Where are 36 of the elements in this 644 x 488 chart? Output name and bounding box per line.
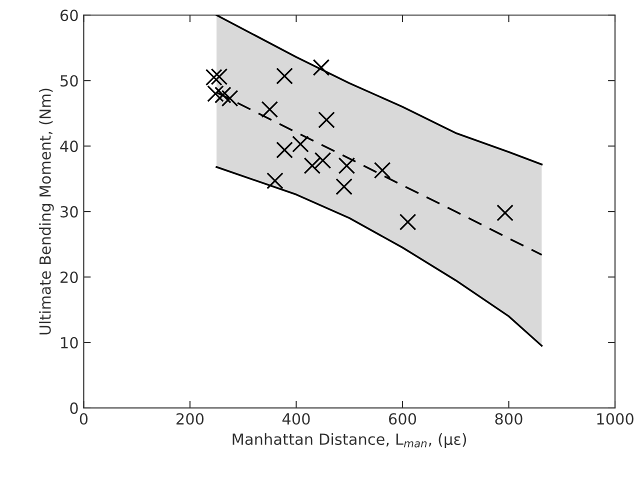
point xyxy=(205,68,222,86)
y-tick-label: 20 xyxy=(60,271,78,284)
point xyxy=(318,111,335,128)
point xyxy=(304,157,321,174)
point xyxy=(221,90,238,107)
point xyxy=(496,204,514,222)
y-axis-title: Ultimate Bending Moment, (Nm) xyxy=(39,88,54,334)
point xyxy=(214,86,232,104)
x-tick-label: 1000 xyxy=(597,413,634,425)
point xyxy=(312,59,330,76)
x-tick-label: 800 xyxy=(495,413,522,425)
x-tick-label: 600 xyxy=(388,413,416,425)
point xyxy=(266,172,284,190)
y-tick-label: 40 xyxy=(60,140,78,152)
point xyxy=(210,68,228,86)
point xyxy=(276,142,293,158)
point xyxy=(399,214,416,230)
x-axis-title: Manhattan Distance, L$_{man}$, (με) xyxy=(232,433,466,448)
x-tick-label: 200 xyxy=(176,413,204,425)
line-series xyxy=(216,15,543,166)
y-tick-label: 10 xyxy=(61,336,78,349)
point xyxy=(276,68,293,84)
point xyxy=(261,100,278,118)
point xyxy=(374,162,391,179)
line-series xyxy=(216,166,543,347)
y-tick-label: 50 xyxy=(60,75,78,87)
y-tick-label: 60 xyxy=(60,10,78,22)
x-tick-label: 400 xyxy=(282,413,310,425)
y-tick-label: 0 xyxy=(70,402,78,414)
point xyxy=(336,178,352,196)
point xyxy=(207,85,224,102)
x-tick-label: 0 xyxy=(80,413,88,425)
point xyxy=(292,136,309,153)
y-tick-label: 30 xyxy=(60,206,78,218)
point xyxy=(314,152,332,169)
point xyxy=(338,157,356,174)
